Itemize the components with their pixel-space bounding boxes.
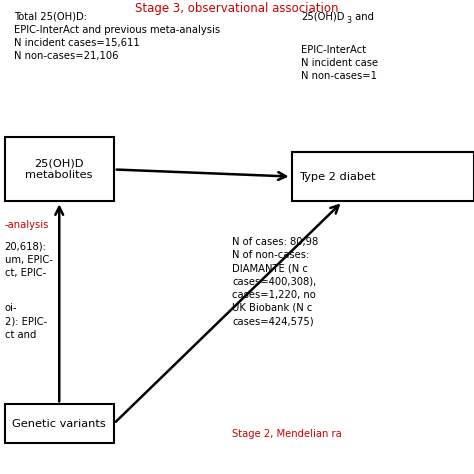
Text: 20,618):
um, EPIC-
ct, EPIC-: 20,618): um, EPIC- ct, EPIC-: [5, 242, 53, 278]
Text: Total 25(OH)D:
EPIC-InterAct and previous meta-analysis
N incident cases=15,611
: Total 25(OH)D: EPIC-InterAct and previou…: [14, 12, 220, 62]
Text: 3: 3: [346, 16, 352, 25]
Text: oi-
2): EPIC-
ct and: oi- 2): EPIC- ct and: [5, 303, 47, 340]
Text: -analysis: -analysis: [5, 220, 49, 230]
Text: Type 2 diabet: Type 2 diabet: [299, 172, 375, 182]
Text: Stage 3, observational association: Stage 3, observational association: [135, 2, 339, 15]
Text: N of cases: 80,98
N of non-cases: 
DIAMANTE (N c
cases=400,308),
cases=1,220, no: N of cases: 80,98 N of non-cases: DIAMAN…: [232, 237, 319, 326]
Text: Genetic variants: Genetic variants: [12, 419, 106, 429]
FancyBboxPatch shape: [5, 137, 114, 201]
Text: and: and: [352, 12, 374, 22]
Text: 25(OH)D
metabolites: 25(OH)D metabolites: [26, 159, 93, 180]
FancyBboxPatch shape: [5, 404, 114, 443]
Text: EPIC-InterAct
N incident case
N non-cases=1: EPIC-InterAct N incident case N non-case…: [301, 45, 378, 82]
Text: 25(OH)D: 25(OH)D: [301, 12, 345, 22]
Text: Stage 2, Mendelian ra: Stage 2, Mendelian ra: [232, 429, 342, 439]
FancyBboxPatch shape: [292, 152, 474, 201]
